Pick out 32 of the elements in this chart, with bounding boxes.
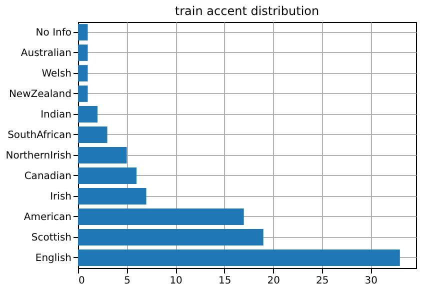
x-tick-label: 5 xyxy=(124,276,130,286)
y-tick-label: Irish xyxy=(50,191,72,202)
y-tick-label: Scottish xyxy=(31,232,72,244)
bar xyxy=(78,147,127,164)
bar xyxy=(78,65,88,82)
y-tick-label: English xyxy=(35,252,72,264)
y-tick-label: NewZealand xyxy=(8,88,72,100)
x-tick-label: 0 xyxy=(78,276,85,286)
y-tick-label: SouthAfrican xyxy=(8,130,72,141)
x-tick-label: 25 xyxy=(316,276,329,286)
bar xyxy=(78,188,146,204)
y-tick-label: No Info xyxy=(36,27,72,38)
y-tick-label: American xyxy=(24,212,72,223)
bar xyxy=(78,86,88,102)
bar xyxy=(78,168,137,184)
y-tick-label: Australian xyxy=(20,48,72,59)
y-tick-label: NorthernIrish xyxy=(6,150,72,162)
bar xyxy=(78,106,98,122)
bar xyxy=(78,126,108,143)
bar xyxy=(78,208,244,225)
y-tick-label: Indian xyxy=(40,109,72,120)
bar xyxy=(78,250,400,266)
bar xyxy=(78,229,264,246)
chart-title: train accent distribution xyxy=(174,4,320,18)
bar xyxy=(78,44,88,61)
x-tick-label: 30 xyxy=(364,276,378,286)
x-tick-label: 20 xyxy=(267,276,280,286)
x-tick-label: 10 xyxy=(170,276,182,286)
y-tick-label: Welsh xyxy=(42,68,72,80)
y-tick-label: Canadian xyxy=(24,170,72,182)
bar xyxy=(78,24,88,40)
x-tick-label: 15 xyxy=(218,276,232,286)
